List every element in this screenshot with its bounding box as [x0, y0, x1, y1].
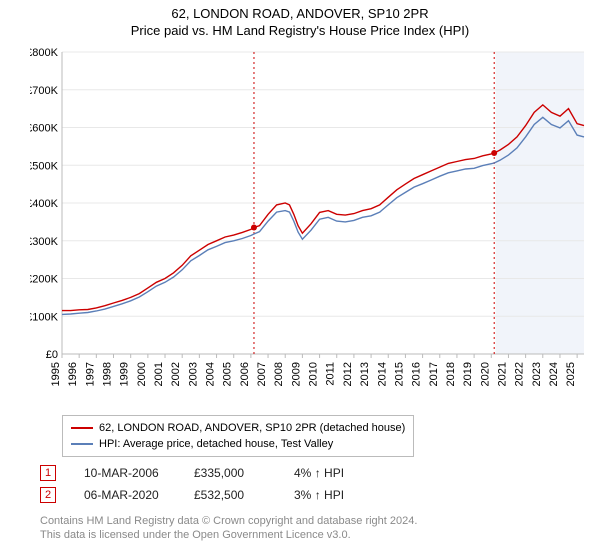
svg-text:£700K: £700K: [30, 85, 59, 97]
svg-text:2004: 2004: [205, 362, 217, 386]
event-marker-id: 1: [40, 465, 56, 481]
svg-text:2002: 2002: [170, 362, 182, 386]
event-price: £532,500: [194, 484, 294, 506]
svg-text:1997: 1997: [84, 362, 96, 386]
footer-attribution: Contains HM Land Registry data © Crown c…: [40, 514, 417, 542]
svg-text:2003: 2003: [187, 362, 199, 386]
svg-text:2019: 2019: [462, 362, 474, 386]
svg-text:2020: 2020: [479, 362, 491, 386]
svg-text:£0: £0: [46, 349, 58, 361]
svg-text:£600K: £600K: [30, 123, 59, 135]
event-date: 10-MAR-2006: [84, 462, 194, 484]
svg-text:2000: 2000: [136, 362, 148, 386]
legend-label: HPI: Average price, detached house, Test…: [99, 436, 333, 452]
svg-text:2006: 2006: [239, 362, 251, 386]
legend-item: 62, LONDON ROAD, ANDOVER, SP10 2PR (deta…: [71, 420, 405, 436]
event-pct: 3% ↑ HPI: [294, 484, 344, 506]
svg-text:2011: 2011: [325, 362, 337, 386]
footer-line-2: This data is licensed under the Open Gov…: [40, 528, 417, 542]
event-marker-id: 2: [40, 487, 56, 503]
events-table: 1 10-MAR-2006£335,0004% ↑ HPI 2 06-MAR-2020…: [40, 462, 344, 506]
svg-text:2022: 2022: [514, 362, 526, 386]
svg-text:2009: 2009: [290, 362, 302, 386]
svg-text:£800K: £800K: [30, 47, 59, 59]
svg-text:1995: 1995: [50, 362, 62, 386]
svg-text:2001: 2001: [153, 362, 165, 386]
event-row: 2 06-MAR-2020£532,5003% ↑ HPI: [40, 484, 344, 506]
legend-item: HPI: Average price, detached house, Test…: [71, 436, 405, 452]
svg-text:1999: 1999: [119, 362, 131, 386]
svg-text:2024: 2024: [548, 362, 560, 386]
svg-text:£500K: £500K: [30, 160, 59, 172]
svg-text:2008: 2008: [273, 362, 285, 386]
svg-text:2007: 2007: [256, 362, 268, 386]
svg-text:1996: 1996: [67, 362, 79, 386]
svg-text:2013: 2013: [359, 362, 371, 386]
title-subtitle: Price paid vs. HM Land Registry's House …: [0, 23, 600, 38]
svg-text:2023: 2023: [531, 362, 543, 386]
event-pct: 4% ↑ HPI: [294, 462, 344, 484]
chart-area: £0 £100K £200K £300K £400K £500K £600K £700K £80…: [30, 46, 590, 401]
event-row: 1 10-MAR-2006£335,0004% ↑ HPI: [40, 462, 344, 484]
svg-text:2018: 2018: [445, 362, 457, 386]
svg-text:£300K: £300K: [30, 236, 59, 248]
svg-text:2025: 2025: [565, 362, 577, 386]
svg-text:2021: 2021: [496, 362, 508, 386]
line-chart: £0 £100K £200K £300K £400K £500K £600K £700K £80…: [30, 46, 590, 401]
svg-text:2005: 2005: [222, 362, 234, 386]
legend-swatch: [71, 427, 93, 429]
svg-text:1998: 1998: [102, 362, 114, 386]
svg-text:2010: 2010: [308, 362, 320, 386]
svg-text:£200K: £200K: [30, 274, 59, 286]
legend: 62, LONDON ROAD, ANDOVER, SP10 2PR (deta…: [62, 415, 414, 457]
event-price: £335,000: [194, 462, 294, 484]
event-date: 06-MAR-2020: [84, 484, 194, 506]
title-address: 62, LONDON ROAD, ANDOVER, SP10 2PR: [0, 6, 600, 21]
svg-text:£100K: £100K: [30, 311, 59, 323]
svg-text:2016: 2016: [411, 362, 423, 386]
legend-label: 62, LONDON ROAD, ANDOVER, SP10 2PR (deta…: [99, 420, 405, 436]
svg-text:2014: 2014: [376, 362, 388, 386]
svg-text:2012: 2012: [342, 362, 354, 386]
legend-swatch: [71, 443, 93, 445]
svg-text:2015: 2015: [393, 362, 405, 386]
svg-text:2017: 2017: [428, 362, 440, 386]
footer-line-1: Contains HM Land Registry data © Crown c…: [40, 514, 417, 528]
svg-text:£400K: £400K: [30, 198, 59, 210]
